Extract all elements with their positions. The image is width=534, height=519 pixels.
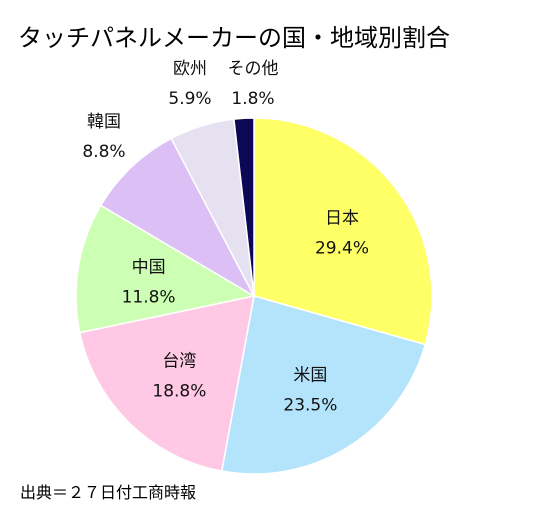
- slice-name-label: 中国: [132, 258, 166, 278]
- slice-name-label: 米国: [293, 366, 327, 386]
- pie-slice-4: [99, 137, 256, 298]
- slice-name-label: その他: [228, 59, 279, 79]
- slice-value-label: 1.8%: [231, 89, 274, 109]
- pie-slice-6: [233, 117, 255, 297]
- pie-labels: 日本 29.4% 米国 23.5% 台湾 18.8% 中国 11.8% 韓国 8.8% 欧州 5.9%…: [82, 59, 369, 416]
- slice-name-label: 欧州: [173, 59, 207, 79]
- slice-value-label: 29.4%: [315, 239, 369, 259]
- pie-slices: [75, 117, 433, 475]
- slice-value-label: 8.8%: [82, 142, 125, 162]
- slice-name-label: 台湾: [162, 352, 196, 372]
- slice-name-label: 韓国: [87, 112, 121, 132]
- pie-slice-0: [253, 117, 433, 346]
- chart-title: タッチパネルメーカーの国・地域別割合: [18, 24, 450, 52]
- slice-value-label: 11.8%: [122, 288, 176, 308]
- slice-value-label: 5.9%: [168, 89, 211, 109]
- slice-value-label: 18.8%: [152, 382, 206, 402]
- source-note: 出典＝２７日付工商時報: [20, 483, 196, 502]
- pie-slice-1: [220, 295, 427, 475]
- slice-value-label: 23.5%: [283, 396, 337, 416]
- pie-slice-2: [78, 295, 255, 472]
- slice-name-label: 日本: [325, 209, 359, 229]
- pie-slice-3: [75, 204, 257, 334]
